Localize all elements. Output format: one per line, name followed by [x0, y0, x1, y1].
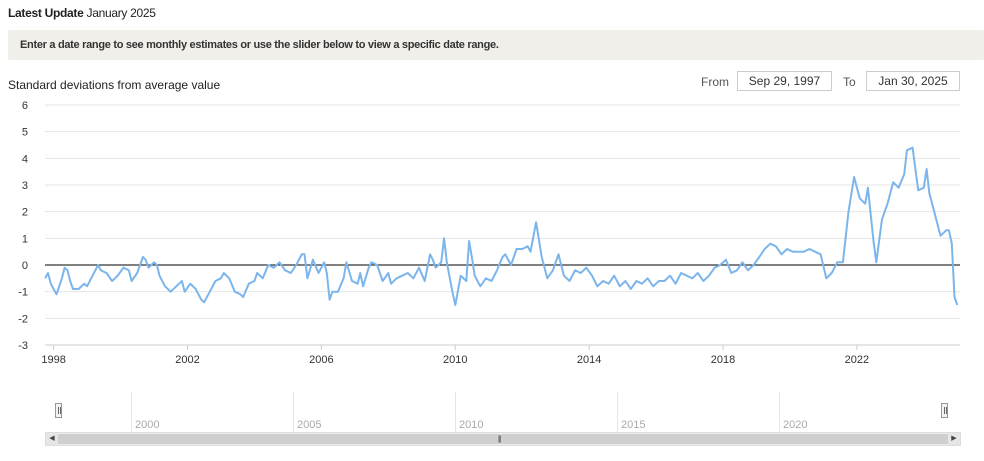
slider-handle-right-icon[interactable] — [941, 403, 948, 418]
y-tick-label: 2 — [22, 207, 28, 219]
slider-handle-left-icon[interactable] — [55, 403, 62, 418]
to-label: To — [843, 75, 856, 89]
navigator-label: 2000 — [135, 419, 160, 431]
latest-update-label: Latest Update — [8, 6, 84, 20]
navigator-divider — [617, 392, 618, 432]
x-tick-label: 2006 — [309, 354, 333, 366]
y-tick-label: 5 — [22, 127, 28, 139]
navigator-divider — [779, 392, 780, 432]
y-tick-label: 3 — [22, 180, 28, 192]
line-chart[interactable]: -3 -2 -1 0 1 2 3 4 5 6 1998 2002 2006 2010 2014 2018 202… — [0, 0, 984, 380]
to-date-input[interactable] — [866, 71, 960, 91]
y-tick-label: 0 — [22, 260, 28, 272]
y-tick-label: -3 — [18, 340, 28, 352]
navigator[interactable]: 2000 2005 2010 2015 2020 — [46, 392, 960, 432]
arrow-right-icon[interactable]: ▶ — [948, 433, 960, 445]
x-tick-label: 2010 — [443, 354, 467, 366]
x-tick-label: 2014 — [577, 354, 601, 366]
navigator-divider — [293, 392, 294, 432]
navigator-label: 2005 — [297, 419, 322, 431]
x-tick-label: 1998 — [41, 354, 65, 366]
y-tick-label: -2 — [18, 313, 28, 325]
navigator-label: 2015 — [621, 419, 646, 431]
y-tick-label: 6 — [22, 100, 28, 112]
x-tick-label: 2002 — [175, 354, 199, 366]
navigator-divider — [455, 392, 456, 432]
y-tick-label: 1 — [22, 233, 28, 245]
scrollbar[interactable]: ◀ ||| ▶ — [45, 432, 961, 446]
grip-icon: ||| — [498, 436, 502, 443]
arrow-left-icon[interactable]: ◀ — [46, 433, 58, 445]
series-line — [44, 146, 959, 306]
scrollbar-thumb[interactable]: ||| — [58, 434, 948, 444]
x-tick-label: 2022 — [845, 354, 869, 366]
navigator-label: 2020 — [783, 419, 808, 431]
y-tick-label: -1 — [18, 287, 28, 299]
y-tick-label: 4 — [22, 153, 28, 165]
navigator-label: 2010 — [459, 419, 484, 431]
latest-update: Latest Update January 2025 — [8, 6, 156, 20]
y-axis-title: Standard deviations from average value — [8, 78, 221, 92]
from-date-input[interactable] — [737, 71, 832, 91]
instruction-banner: Enter a date range to see monthly estima… — [8, 30, 984, 60]
instruction-text: Enter a date range to see monthly estima… — [20, 39, 499, 51]
latest-update-value: January 2025 — [86, 6, 156, 20]
from-label: From — [701, 75, 729, 89]
navigator-divider — [131, 392, 132, 432]
x-tick-label: 2018 — [711, 354, 735, 366]
